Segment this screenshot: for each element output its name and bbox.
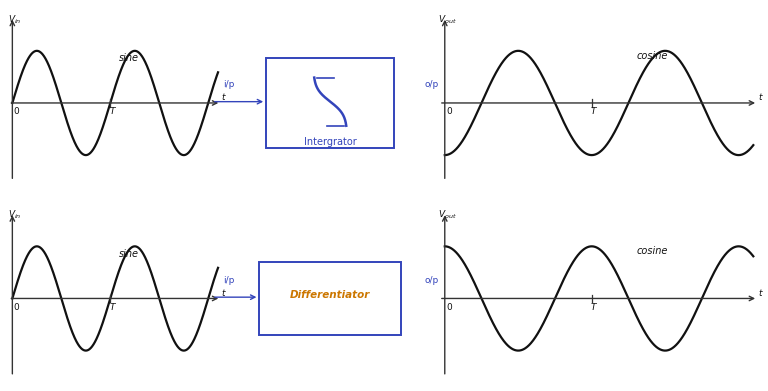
Text: 0: 0: [446, 303, 452, 312]
Text: cosine: cosine: [636, 51, 667, 61]
Text: T: T: [110, 303, 115, 312]
Text: t: t: [221, 289, 225, 298]
Text: T: T: [591, 108, 596, 117]
Text: 0: 0: [13, 108, 19, 117]
Text: 0: 0: [13, 303, 19, 312]
Text: V$_{out}$: V$_{out}$: [439, 13, 457, 26]
Text: V$_{in}$: V$_{in}$: [8, 13, 22, 26]
Text: t: t: [221, 93, 225, 102]
Text: sine: sine: [119, 53, 139, 63]
Text: t: t: [759, 93, 762, 102]
Text: o/p: o/p: [425, 81, 439, 90]
Text: V$_{out}$: V$_{out}$: [439, 209, 457, 221]
Bar: [266, 58, 395, 148]
Text: i/p: i/p: [223, 276, 234, 285]
Text: V$_{in}$: V$_{in}$: [8, 209, 22, 221]
Text: Differentiator: Differentiator: [290, 290, 370, 300]
Text: Intergrator: Intergrator: [304, 137, 356, 147]
Text: T: T: [110, 108, 115, 117]
Text: o/p: o/p: [425, 276, 439, 285]
Text: T: T: [591, 303, 596, 312]
Text: cosine: cosine: [636, 246, 667, 256]
Text: i/p: i/p: [223, 81, 234, 90]
Text: sine: sine: [119, 249, 139, 259]
Text: t: t: [759, 289, 762, 298]
Bar: [260, 262, 401, 335]
Text: 0: 0: [446, 108, 452, 117]
